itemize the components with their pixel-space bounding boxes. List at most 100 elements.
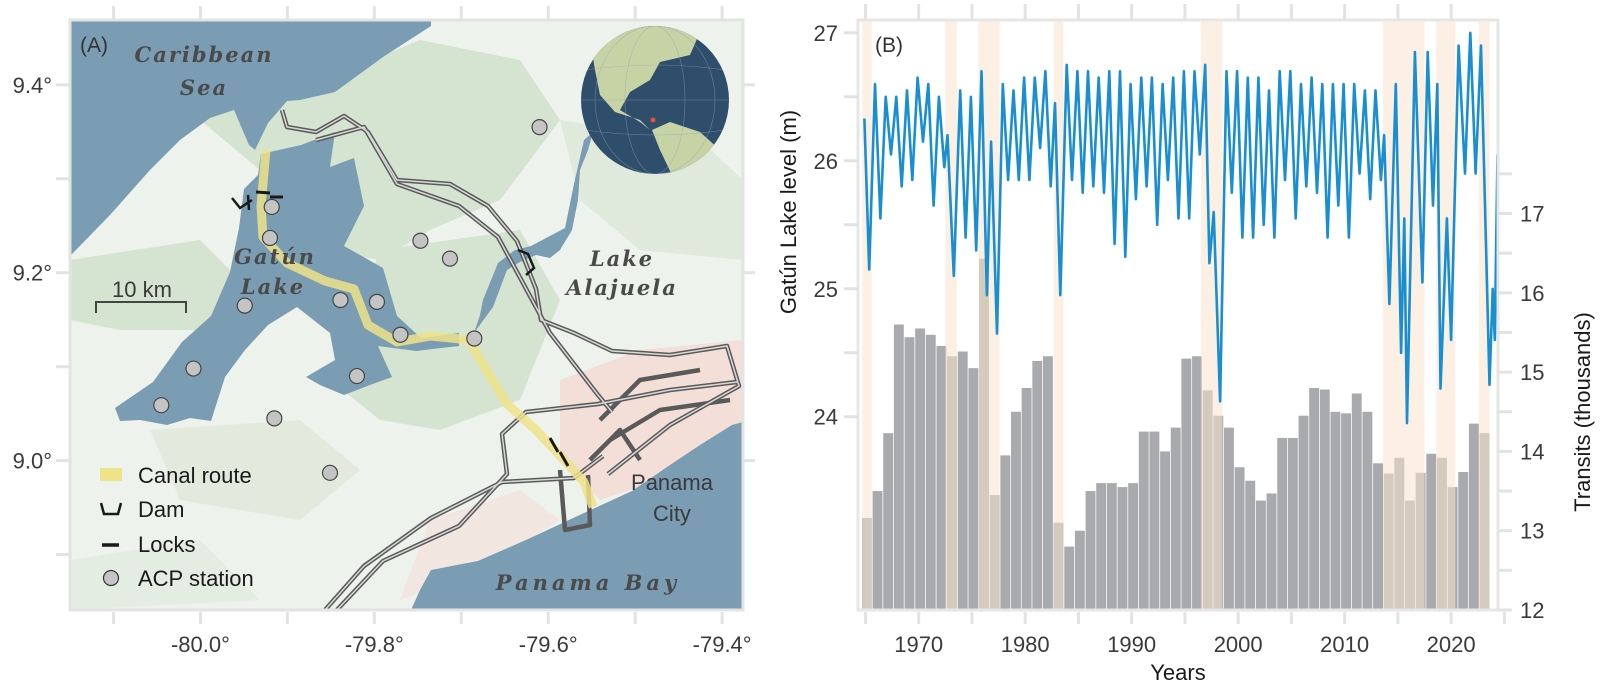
- canal-route: [256, 149, 598, 509]
- globe-inset: [581, 26, 729, 174]
- label-caribbean-sea: Caribbean: [135, 42, 274, 67]
- legend-locks: Locks: [138, 532, 195, 557]
- roads-inner: [281, 109, 740, 610]
- panel-label-a: (A): [80, 34, 108, 57]
- transit-bar: [968, 368, 979, 610]
- transit-bar: [1117, 487, 1128, 610]
- acp-station-marker: [185, 360, 202, 377]
- acp-station-marker: [392, 326, 409, 343]
- transit-bar: [1330, 411, 1341, 610]
- x-tick-label: 1990: [1107, 632, 1156, 657]
- acp-station-marker: [263, 198, 280, 216]
- acp-station-marker: [236, 297, 253, 314]
- transit-bar: [1042, 356, 1053, 610]
- map-frame: [68, 18, 745, 612]
- legend-dam: Dam: [138, 497, 184, 522]
- scale-bar: 10 km: [95, 277, 187, 313]
- transit-bar: [872, 491, 883, 610]
- right-tick-label: 12: [1520, 598, 1544, 623]
- left-tick-label: 24: [814, 405, 838, 430]
- transit-bar: [893, 324, 904, 610]
- x-axis-ticks: 1970 1980 1990 2000 2010 2020: [863, 4, 1506, 657]
- x-tick-label: 2010: [1320, 632, 1369, 657]
- map-panel: -80.0° -79.8° -79.6° -79.4° 9.4° 9.2° 9.0°: [13, 6, 755, 657]
- transit-bar: [1064, 546, 1075, 610]
- transit-bar: [1426, 453, 1437, 610]
- transit-bar: [1074, 530, 1085, 610]
- left-tick-label: 25: [814, 277, 838, 302]
- x-tick-label: 2020: [1427, 632, 1476, 657]
- map-lon-ticks: -80.0° -79.8° -79.6° -79.4°: [111, 6, 752, 657]
- legend-acp-station: ACP station: [138, 566, 254, 591]
- scale-bar-label: 10 km: [112, 277, 172, 302]
- transit-bar: [1245, 480, 1256, 610]
- left-tick-label: 27: [814, 21, 838, 46]
- right-tick-label: 17: [1520, 201, 1544, 226]
- map-lat-ticks: 9.4° 9.2° 9.0°: [13, 73, 755, 557]
- label-gatun-lake: Gatún: [234, 244, 316, 269]
- transit-bar: [1298, 415, 1309, 610]
- transit-bar: [1351, 393, 1362, 610]
- station-circle-icon: [102, 569, 120, 587]
- chart-panel: 1970 1980 1990 2000 2010 2020 24 25 26 27 12 13 14…: [776, 4, 1595, 683]
- transit-bar: [1341, 413, 1352, 610]
- transit-bar: [1032, 360, 1043, 610]
- lake-level-line: [863, 31, 1498, 425]
- label-caribbean-sea-2: Sea: [180, 75, 228, 100]
- transit-bar: [1170, 427, 1181, 610]
- map-legend: Canal route Dam Locks ACP station: [99, 463, 254, 591]
- label-lake-alajuela-2: Alajuela: [564, 275, 678, 300]
- transit-bar: [915, 328, 926, 610]
- x-tick-label: 2000: [1214, 632, 1263, 657]
- transit-bar: [904, 337, 915, 610]
- right-tick-label: 15: [1520, 360, 1544, 385]
- transit-bar: [1287, 437, 1298, 610]
- transit-bar: [957, 351, 968, 610]
- transit-bar: [1309, 387, 1320, 610]
- lon-tick-label: -79.6°: [519, 632, 578, 657]
- transit-bar: [1149, 431, 1160, 610]
- plot-frame: [856, 18, 1500, 612]
- right-tick-label: 13: [1520, 519, 1544, 544]
- shaded-period: [1382, 20, 1425, 610]
- acp-station-marker: [412, 232, 429, 249]
- left-tick-label: 26: [814, 149, 838, 174]
- right-tick-label: 14: [1520, 439, 1544, 464]
- x-tick-label: 1980: [1001, 632, 1050, 657]
- lake-alajuela: [474, 132, 593, 333]
- acp-stations: [153, 119, 548, 481]
- shaded-period: [862, 20, 872, 610]
- transit-bar: [1138, 431, 1149, 610]
- transit-bar: [925, 334, 936, 610]
- acp-station-marker: [466, 330, 483, 347]
- gatun-lake: [115, 132, 459, 425]
- dam-icon: [99, 502, 123, 516]
- transit-bar: [1011, 411, 1021, 610]
- acp-station-marker: [321, 464, 339, 481]
- shaded-period: [945, 20, 958, 610]
- acp-station-marker: [348, 367, 366, 385]
- transit-bar: [1266, 493, 1277, 610]
- caribbean-sea: [70, 20, 431, 254]
- label-panama-city-2: City: [653, 501, 691, 526]
- transit-bar: [1160, 451, 1171, 610]
- transit-bar: [1468, 423, 1479, 610]
- x-axis-title: Years: [1150, 660, 1205, 683]
- lat-tick-label: 9.2°: [13, 261, 52, 286]
- transit-bar: [1255, 500, 1266, 610]
- right-axis-ticks: 12 13 14 15 16 17: [1498, 172, 1544, 623]
- right-axis-title: Transits (thousands): [1570, 312, 1595, 512]
- acp-station-marker: [266, 410, 283, 427]
- right-tick-label: 16: [1520, 281, 1544, 306]
- acp-station-marker: [153, 397, 170, 414]
- panel-label-b: (B): [875, 34, 903, 57]
- transit-bar: [936, 345, 947, 610]
- left-axis-title: Gatún Lake level (m): [776, 110, 801, 314]
- acp-station-marker: [531, 119, 548, 136]
- transit-bar: [1128, 483, 1139, 610]
- shaded-period: [1053, 20, 1064, 610]
- label-panama-bay: Panama Bay: [495, 570, 680, 595]
- panama-bay: [411, 422, 743, 610]
- lat-tick-label: 9.4°: [13, 73, 52, 98]
- transit-bar: [1192, 356, 1202, 610]
